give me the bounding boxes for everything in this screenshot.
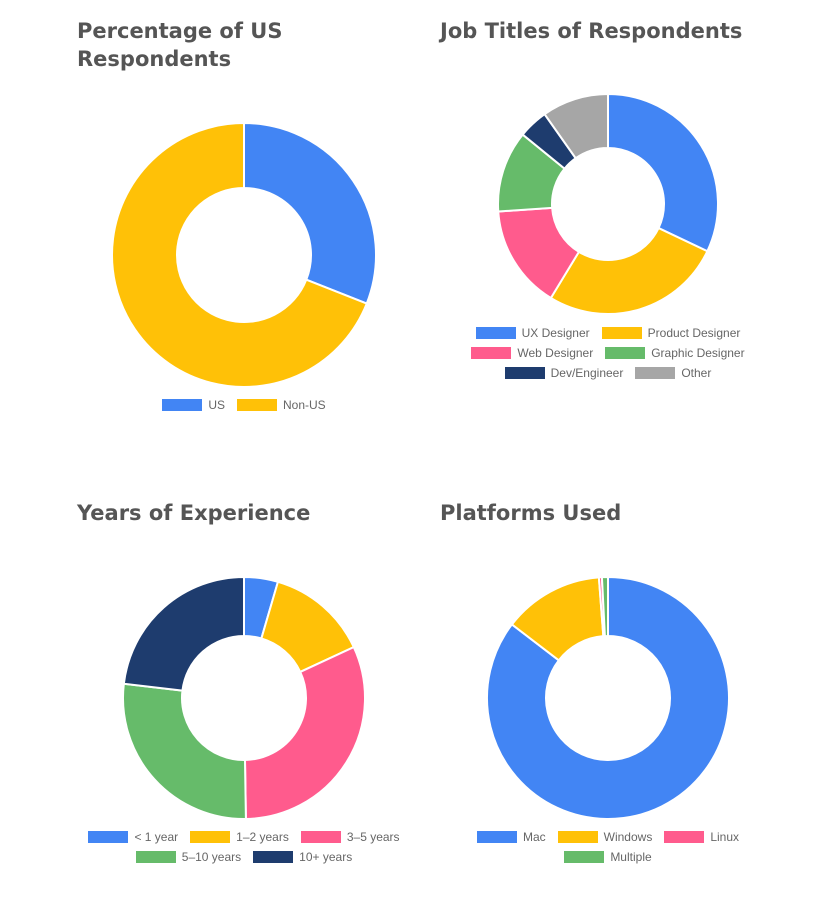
slice-non-us[interactable] [111, 121, 369, 388]
legend-swatch [471, 347, 512, 359]
legend-label: Product Designer [647, 326, 741, 340]
legend-label: Other [681, 366, 712, 380]
slice-multiple[interactable] [600, 575, 609, 638]
legend-swatch [253, 851, 294, 863]
legend-label: Web Designer [517, 346, 594, 360]
slice-10-years[interactable] [122, 575, 245, 692]
slice-us[interactable] [243, 121, 377, 305]
legend-item-web-designer[interactable]: Web Designer [471, 346, 593, 360]
legend-label: Mac [522, 830, 546, 844]
legend-item-us[interactable]: US [162, 398, 225, 412]
slice-ux-designer[interactable] [607, 92, 719, 253]
legend-label: Linux [710, 830, 740, 844]
legend-label: 3–5 years [346, 830, 400, 844]
chart-legend: US Non-US [104, 398, 384, 412]
chart-legend: UX Designer Product Designer Web Designer G… [448, 326, 768, 380]
legend-swatch [664, 831, 705, 843]
legend-swatch [476, 831, 517, 843]
legend-item-dev-engineer[interactable]: Dev/Engineer [504, 366, 624, 380]
legend-label: 1–2 years [236, 830, 289, 844]
legend-item-1-year[interactable]: < 1 year [88, 830, 178, 844]
legend-item-non-us[interactable]: Non-US [236, 398, 326, 412]
chart-title: Years of Experience [77, 501, 311, 525]
legend-swatch [162, 399, 203, 411]
legend-swatch [601, 327, 642, 339]
legend-label: Multiple [610, 850, 652, 864]
slice-product-designer[interactable] [549, 226, 709, 315]
legend-label: 10+ years [299, 850, 353, 864]
legend-item-mac[interactable]: Mac [476, 830, 546, 844]
legend-swatch [605, 347, 646, 359]
legend-item-windows[interactable]: Windows [557, 830, 653, 844]
slice-5-10-years[interactable] [122, 682, 247, 820]
chart-title: Job Titles of Respondents [440, 19, 743, 43]
legend-item-5-10-years[interactable]: 5–10 years [135, 850, 242, 864]
chart-title: Percentage of US Respondents [77, 19, 283, 71]
slice-3-5-years[interactable] [243, 645, 366, 821]
legend-item-other[interactable]: Other [635, 366, 711, 380]
legend-item-graphic-designer[interactable]: Graphic Designer [605, 346, 745, 360]
chart-legend: Mac Windows Linux Multiple [448, 830, 768, 864]
legend-label: Non-US [282, 398, 326, 412]
legend-swatch [504, 367, 545, 379]
legend-item-linux[interactable]: Linux [664, 830, 739, 844]
legend-item-10-years[interactable]: 10+ years [253, 850, 352, 864]
legend-swatch [557, 831, 598, 843]
legend-item-ux-designer[interactable]: UX Designer [475, 326, 590, 340]
slice-other[interactable] [543, 92, 609, 160]
legend-item-product-designer[interactable]: Product Designer [601, 326, 741, 340]
legend-label: Graphic Designer [651, 346, 745, 360]
legend-swatch [88, 831, 129, 843]
legend-swatch [635, 367, 676, 379]
legend-label: UX Designer [521, 326, 590, 340]
legend-swatch [564, 851, 605, 863]
legend-label: < 1 year [134, 830, 179, 844]
chart-legend: < 1 year 1–2 years 3–5 years 5–10 years 10+ … [64, 830, 424, 864]
legend-label: Windows [603, 830, 653, 844]
legend-label: US [208, 398, 225, 412]
legend-swatch [300, 831, 341, 843]
slice-mac[interactable] [486, 575, 730, 820]
legend-swatch [190, 831, 231, 843]
legend-label: Dev/Engineer [550, 366, 624, 380]
legend-label: 5–10 years [181, 850, 242, 864]
legend-item-multiple[interactable]: Multiple [564, 850, 652, 864]
legend-swatch [135, 851, 176, 863]
legend-item-1-2-years[interactable]: 1–2 years [190, 830, 289, 844]
legend-swatch [236, 399, 277, 411]
legend-item-3-5-years[interactable]: 3–5 years [300, 830, 400, 844]
chart-title: Platforms Used [440, 501, 622, 525]
legend-swatch [475, 327, 516, 339]
